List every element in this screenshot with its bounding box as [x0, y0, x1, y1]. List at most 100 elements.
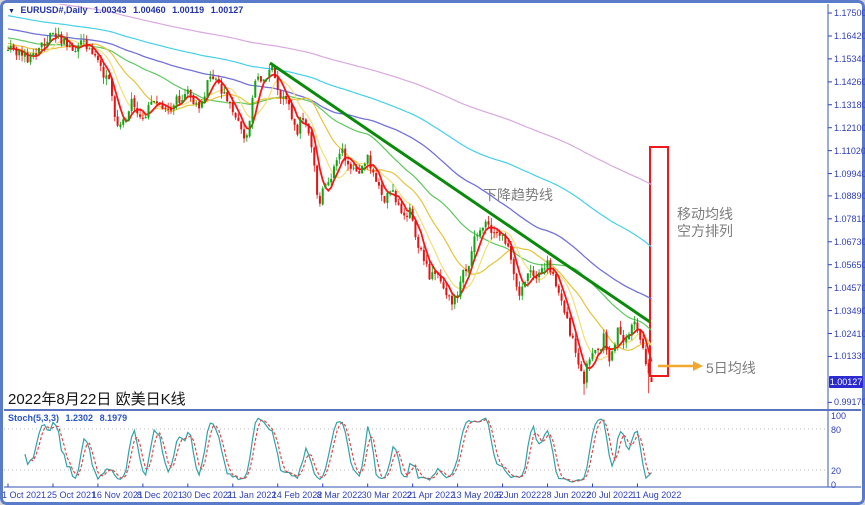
bearish-candle	[12, 45, 15, 50]
bullish-candle	[585, 363, 588, 383]
bullish-candle	[119, 124, 122, 127]
main-chart-pane[interactable]	[7, 0, 653, 395]
bearish-candle	[439, 275, 442, 282]
bearish-candle	[420, 247, 423, 250]
bearish-candle	[487, 221, 490, 225]
stochastic-pane[interactable]	[4, 417, 827, 483]
bearish-candle	[622, 334, 625, 343]
stochastic-name: Stoch(5,3,3)	[8, 413, 60, 423]
bearish-candle	[417, 236, 420, 248]
bearish-candle	[139, 114, 142, 117]
bearish-candle	[639, 329, 642, 340]
bullish-candle	[625, 337, 628, 343]
bullish-candle	[611, 351, 614, 361]
bullish-candle	[206, 80, 209, 98]
bearish-candle	[563, 301, 566, 313]
bullish-candle	[37, 47, 40, 54]
ma-green	[7, 37, 652, 331]
date-caption: 2022年8月22日 欧美日K线	[8, 391, 186, 408]
date-tick-label: 13 May 2022	[451, 490, 504, 500]
price-tick-label: 1.04570	[834, 282, 865, 293]
bearish-candle	[377, 181, 380, 186]
bearish-candle	[647, 363, 650, 374]
bearish-candle	[310, 132, 313, 148]
bearish-candle	[403, 212, 406, 216]
bearish-candle	[108, 74, 111, 80]
ohlc-close-value: 1.00127	[210, 5, 244, 15]
bearish-candle	[26, 52, 29, 63]
bearish-candle	[293, 118, 296, 125]
bullish-candle	[57, 33, 60, 37]
bearish-candle	[259, 76, 262, 82]
bullish-candle	[181, 100, 184, 103]
bearish-candle	[580, 364, 583, 372]
bearish-candle	[515, 274, 518, 287]
date-tick-label: 11 Aug 2022	[631, 490, 682, 500]
date-tick-label: 21 Jan 2022	[226, 490, 277, 500]
bullish-candle	[125, 119, 128, 121]
ma5-arrow-icon	[693, 361, 703, 371]
bullish-candle	[484, 221, 487, 228]
bearish-candle	[318, 195, 321, 204]
date-tick-label: 25 Oct 2021	[46, 490, 96, 500]
bullish-candle	[363, 163, 366, 166]
bearish-candle	[507, 243, 510, 247]
bullish-candle	[150, 101, 153, 105]
bearish-candle	[228, 101, 231, 103]
bullish-candle	[77, 45, 80, 52]
date-tick-label: 21 Apr 2022	[406, 490, 456, 500]
ohlc-low-value: 1.00119	[172, 5, 205, 15]
bearish-candle	[583, 371, 586, 384]
bearish-candle	[650, 377, 653, 383]
bearish-candle	[554, 274, 557, 287]
bullish-candle	[330, 179, 333, 183]
bearish-candle	[96, 55, 99, 61]
bullish-candle	[332, 166, 335, 179]
descending-trendline[interactable]	[269, 61, 651, 324]
bullish-candle	[588, 359, 591, 365]
ma5-annotation: 5日均线	[706, 360, 756, 376]
bearish-candle	[290, 103, 293, 120]
bearish-candle	[577, 352, 580, 365]
bearish-candle	[619, 326, 622, 335]
bullish-candle	[538, 272, 541, 278]
bearish-candle	[518, 286, 521, 296]
highlight-rectangle[interactable]	[649, 146, 669, 377]
bearish-candle	[155, 101, 158, 104]
bearish-candle	[212, 76, 215, 80]
stoch-scale-label: 20	[831, 465, 842, 476]
bearish-candle	[313, 147, 316, 166]
date-tick-label: 20 Jul 2022	[586, 490, 634, 500]
bearish-candle	[495, 231, 498, 234]
bearish-candle	[231, 102, 234, 113]
bullish-candle	[144, 116, 147, 119]
bearish-candle	[141, 117, 144, 119]
bullish-candle	[265, 78, 268, 80]
price-tick-label: 1.01330	[834, 351, 865, 362]
bearish-candle	[450, 295, 453, 305]
bearish-candle	[276, 77, 279, 90]
bullish-candle	[299, 117, 302, 134]
bullish-candle	[130, 98, 133, 112]
bearish-candle	[85, 39, 88, 50]
bearish-candle	[434, 270, 437, 274]
bearish-candle	[243, 129, 246, 139]
bearish-candle	[169, 108, 172, 111]
bearish-candle	[349, 163, 352, 169]
bearish-candle	[285, 95, 288, 100]
bearish-candle	[94, 53, 97, 56]
date-tick-label: 6 Jun 2022	[496, 490, 542, 500]
bearish-candle	[217, 79, 220, 84]
bearish-candle	[161, 104, 164, 109]
bearish-candle	[605, 332, 608, 351]
ma-alignment-line1: 移动均线	[677, 206, 733, 222]
trendline-annotation: 下降趋势线	[483, 187, 553, 203]
bearish-candle	[116, 116, 119, 126]
bearish-candle	[428, 263, 431, 280]
bearish-candle	[406, 215, 409, 217]
bearish-candle	[448, 295, 451, 297]
bullish-candle	[431, 272, 434, 279]
ma-alignment-annotation: 移动均线 空方排列	[677, 206, 733, 240]
